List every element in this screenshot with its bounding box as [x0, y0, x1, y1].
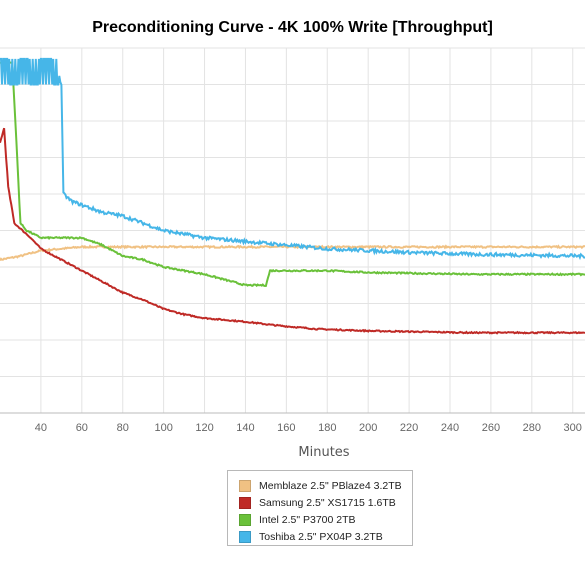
- series-line: [0, 57, 585, 261]
- x-tick-label: 100: [154, 422, 172, 434]
- series-lines: [0, 57, 585, 335]
- x-tick-label: 200: [359, 422, 377, 434]
- x-tick-label: 300: [564, 422, 582, 434]
- legend-swatch: [239, 479, 251, 492]
- x-tick-label: 180: [318, 422, 336, 434]
- x-tick-label: 80: [117, 422, 129, 434]
- series-line: [0, 127, 585, 335]
- legend-item[interactable]: Samsung 2.5" XS1715 1.6TB: [228, 494, 412, 511]
- series-line: [0, 244, 585, 262]
- legend-swatch: [239, 513, 251, 526]
- x-tick-label: 120: [195, 422, 213, 434]
- legend: Memblaze 2.5" PBlaze4 3.2TB Samsung 2.5" …: [227, 470, 413, 546]
- chart-title: Preconditioning Curve - 4K 100% Write [T…: [92, 19, 493, 36]
- legend-item[interactable]: Intel 2.5" P3700 2TB: [228, 511, 412, 528]
- series-line: [0, 60, 585, 288]
- grid: [0, 47, 585, 414]
- legend-item[interactable]: Memblaze 2.5" PBlaze4 3.2TB: [228, 477, 412, 494]
- legend-swatch: [239, 530, 251, 543]
- legend-label: Intel 2.5" P3700 2TB: [259, 513, 356, 526]
- x-tick-label: 280: [523, 422, 541, 434]
- x-tick-label: 140: [236, 422, 254, 434]
- x-axis-title: Minutes: [298, 445, 349, 460]
- legend-item[interactable]: Toshiba 2.5" PX04P 3.2TB: [228, 528, 412, 545]
- legend-label: Toshiba 2.5" PX04P 3.2TB: [259, 530, 383, 543]
- legend-label: Memblaze 2.5" PBlaze4 3.2TB: [259, 479, 402, 492]
- x-tick-label: 60: [76, 422, 88, 434]
- legend-swatch: [239, 496, 251, 509]
- x-tick-label: 240: [441, 422, 459, 434]
- x-tick-label: 160: [277, 422, 295, 434]
- x-axis: 40 60 80 100 120 140 160 180 200 220 240 260 280 300: [0, 412, 585, 434]
- x-tick-label: 220: [400, 422, 418, 434]
- x-tick-label: 40: [35, 422, 47, 434]
- legend-label: Samsung 2.5" XS1715 1.6TB: [259, 496, 396, 509]
- x-tick-label: 260: [482, 422, 500, 434]
